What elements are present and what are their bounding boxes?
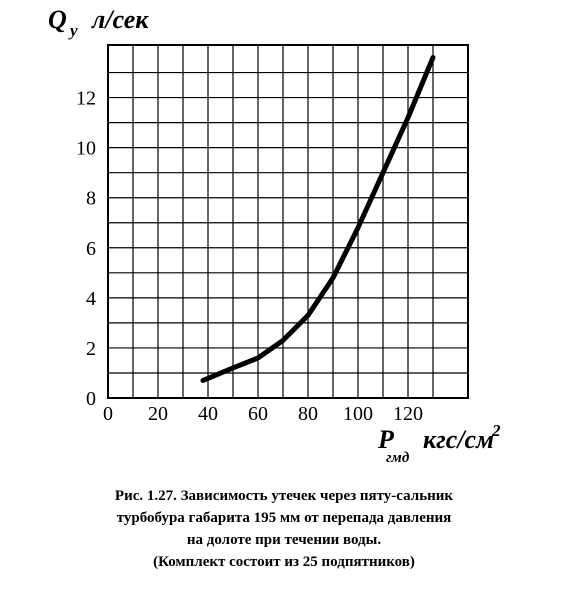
- x-label-subscript: гмд: [386, 450, 410, 466]
- data-line: [200, 55, 436, 383]
- y-label-symbol: Q: [48, 5, 67, 34]
- x-tick-label: 20: [148, 403, 168, 425]
- caption: Рис. 1.27. Зависимость утечек через пяту…: [115, 488, 453, 504]
- y-label-unit: л/сек: [91, 5, 149, 34]
- x-tick-label: 80: [298, 403, 318, 425]
- caption: турбобура габарита 195 мм от перепада да…: [117, 510, 452, 526]
- x-label-superscript: 2: [491, 421, 501, 440]
- y-label-subscript: у: [68, 21, 78, 40]
- y-tick-label: 2: [86, 338, 96, 360]
- x-label-unit: кгс/см: [423, 425, 494, 454]
- x-tick-label: 60: [248, 403, 268, 425]
- plot-frame: [107, 44, 469, 399]
- caption: на долоте при течении воды.: [187, 532, 381, 548]
- y-tick-label: 4: [86, 288, 96, 310]
- x-label-symbol: P: [377, 425, 395, 454]
- x-tick-label: 120: [393, 403, 423, 425]
- y-tick-label: 8: [86, 188, 96, 210]
- x-tick-label: 40: [198, 403, 218, 425]
- caption: (Комплект состоит из 25 подпятников): [153, 554, 415, 570]
- x-tick-label: 100: [343, 403, 373, 425]
- y-tick-label: 12: [76, 88, 96, 110]
- y-tick-label: 10: [76, 138, 96, 160]
- x-tick-label: 0: [103, 403, 113, 425]
- y-tick-label: 0: [86, 388, 96, 410]
- y-tick-label: 6: [86, 238, 96, 260]
